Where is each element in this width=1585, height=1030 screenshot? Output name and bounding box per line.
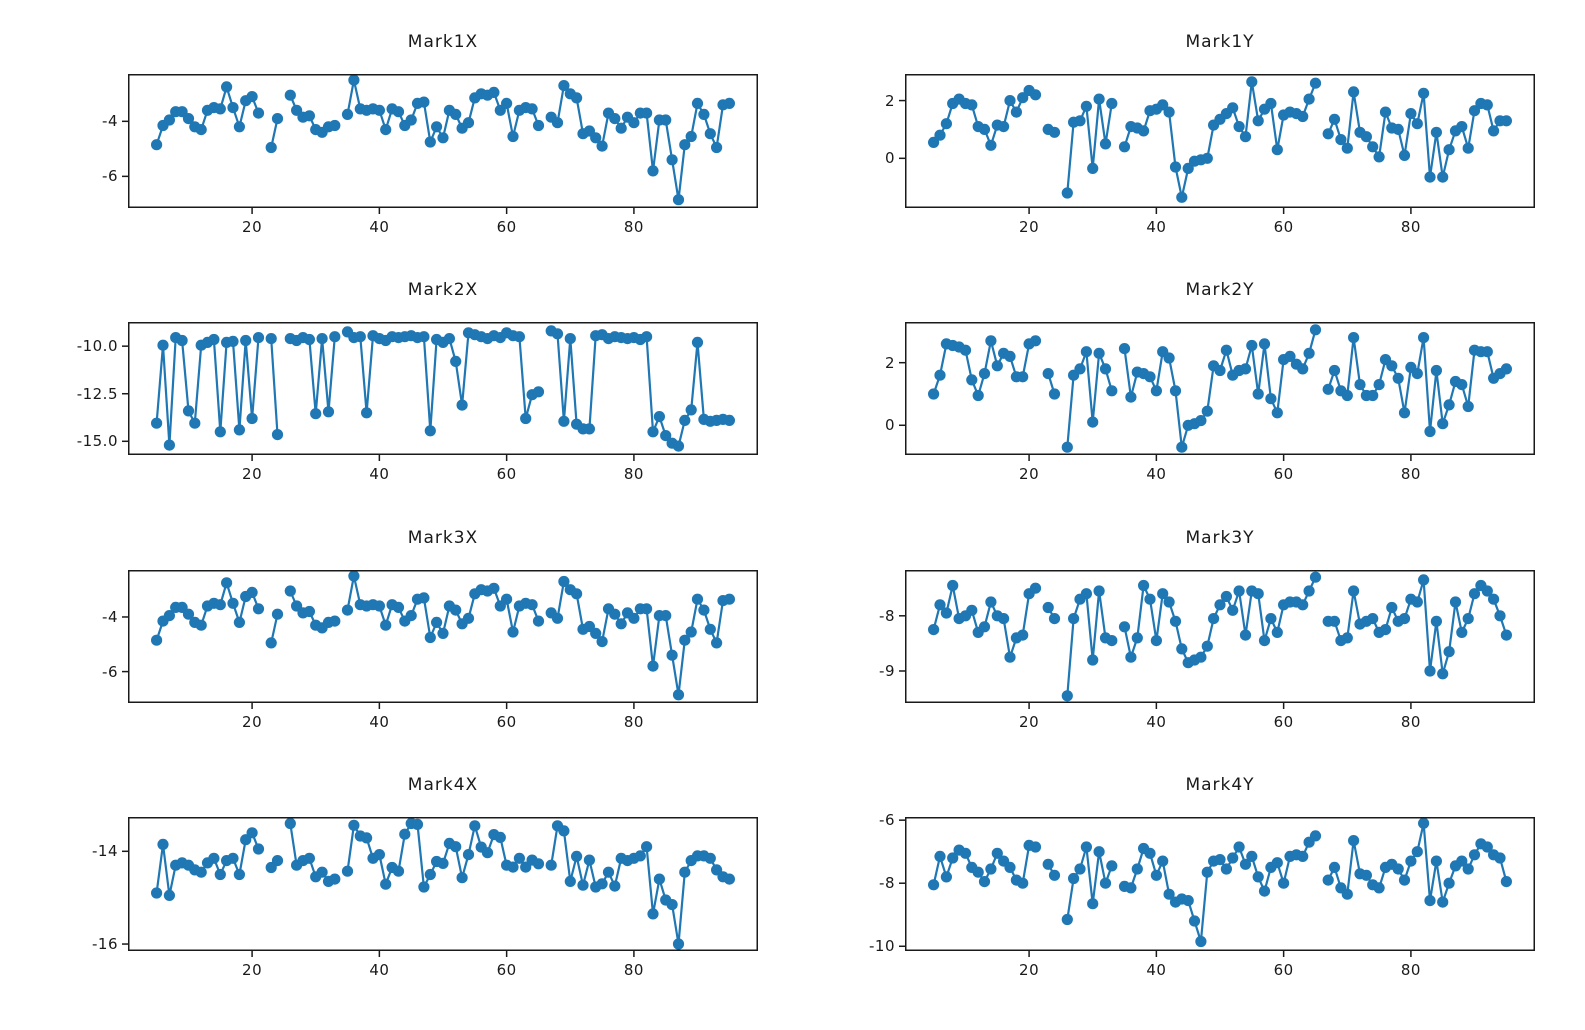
y-tick-label: -4 xyxy=(102,607,118,626)
x-tick-label: 60 xyxy=(496,465,517,483)
plot-area-mark4x xyxy=(122,817,758,957)
y-tick-label: -15.0 xyxy=(76,432,118,451)
y-tick-label: -4 xyxy=(102,112,118,131)
x-tick-label: 20 xyxy=(242,713,263,731)
subplot-mark1y: Mark1Y 20 40 60 80 2 0 xyxy=(827,28,1549,242)
x-tick-label: 80 xyxy=(623,961,644,979)
x-tick-label: 20 xyxy=(1019,713,1040,731)
plot-title: Mark3Y xyxy=(1185,528,1255,548)
y-tick-label: -9 xyxy=(879,661,895,680)
x-tick-label: 40 xyxy=(1146,713,1167,731)
y-tick-label: -14 xyxy=(92,842,118,861)
plot-title: Mark1Y xyxy=(1185,32,1255,52)
x-tick-label: 20 xyxy=(242,218,263,236)
x-tick-label: 40 xyxy=(1146,465,1167,483)
x-tick-label: 40 xyxy=(369,465,390,483)
y-tick-label: -10 xyxy=(869,937,895,956)
y-tick-label: -16 xyxy=(92,935,118,954)
x-tick-label: 80 xyxy=(623,713,644,731)
x-tick-label: 80 xyxy=(1400,465,1421,483)
plot-title: Mark4Y xyxy=(1185,775,1255,795)
y-tick-label: 2 xyxy=(884,353,895,372)
x-tick-label: 20 xyxy=(1019,465,1040,483)
x-tick-label: 80 xyxy=(1400,218,1421,236)
y-tick-label: -6 xyxy=(879,811,895,830)
x-tick-label: 40 xyxy=(369,961,390,979)
x-tick-label: 60 xyxy=(496,218,517,236)
x-tick-label: 40 xyxy=(369,218,390,236)
plot-area-mark2x xyxy=(122,322,758,461)
x-tick-label: 60 xyxy=(1273,713,1294,731)
x-tick-label: 40 xyxy=(1146,218,1167,236)
plot-area-mark1x xyxy=(122,74,758,214)
subplot-mark1x: Mark1X 20 40 60 80 -4 -6 xyxy=(50,28,772,242)
plot-title: Mark1X xyxy=(407,32,479,52)
x-tick-label: 20 xyxy=(1019,961,1040,979)
y-tick-label: -8 xyxy=(879,606,895,625)
plot-title: Mark2Y xyxy=(1185,280,1255,300)
x-tick-label: 80 xyxy=(623,218,644,236)
subplot-mark4x: Mark4X 20 40 60 80 -14 -16 xyxy=(50,771,772,985)
x-tick-label: 60 xyxy=(1273,961,1294,979)
x-tick-label: 60 xyxy=(1273,218,1294,236)
y-tick-label: -6 xyxy=(102,167,118,186)
x-tick-label: 40 xyxy=(1146,961,1167,979)
subplot-mark3y: Mark3Y 20 40 60 80 -8 -9 xyxy=(827,524,1549,737)
plot-title: Mark2X xyxy=(407,280,479,300)
x-tick-label: 20 xyxy=(242,961,263,979)
subplot-mark4y: Mark4Y 20 40 60 80 -6 -8 -10 xyxy=(827,771,1549,985)
x-tick-label: 20 xyxy=(1019,218,1040,236)
x-tick-label: 80 xyxy=(1400,961,1421,979)
subplot-mark2x: Mark2X 20 40 60 80 -10.0 -12.5 -15.0 xyxy=(50,276,772,489)
plot-area-mark4y xyxy=(899,817,1535,957)
x-tick-label: 60 xyxy=(496,961,517,979)
y-tick-label: 2 xyxy=(884,91,895,110)
y-tick-label: -6 xyxy=(102,662,118,681)
x-tick-label: 60 xyxy=(496,713,517,731)
y-tick-label: 0 xyxy=(884,416,895,435)
plot-area-mark2y xyxy=(899,322,1535,461)
plot-title: Mark3X xyxy=(407,528,479,548)
y-tick-label: -10.0 xyxy=(76,337,118,356)
y-tick-label: -12.5 xyxy=(76,384,118,403)
subplot-mark2y: Mark2Y 20 40 60 80 2 0 xyxy=(827,276,1549,489)
plot-title: Mark4X xyxy=(407,775,479,795)
plot-area-mark3y xyxy=(899,570,1535,709)
plot-area-mark1y xyxy=(899,74,1535,214)
y-tick-label: -8 xyxy=(879,874,895,893)
y-tick-label: 0 xyxy=(884,149,895,168)
x-tick-label: 40 xyxy=(369,713,390,731)
plot-area-mark3x xyxy=(122,570,758,709)
x-tick-label: 80 xyxy=(623,465,644,483)
subplot-mark3x: Mark3X 20 40 60 80 -4 -6 xyxy=(50,524,772,737)
x-tick-label: 80 xyxy=(1400,713,1421,731)
x-tick-label: 60 xyxy=(1273,465,1294,483)
x-tick-label: 20 xyxy=(242,465,263,483)
